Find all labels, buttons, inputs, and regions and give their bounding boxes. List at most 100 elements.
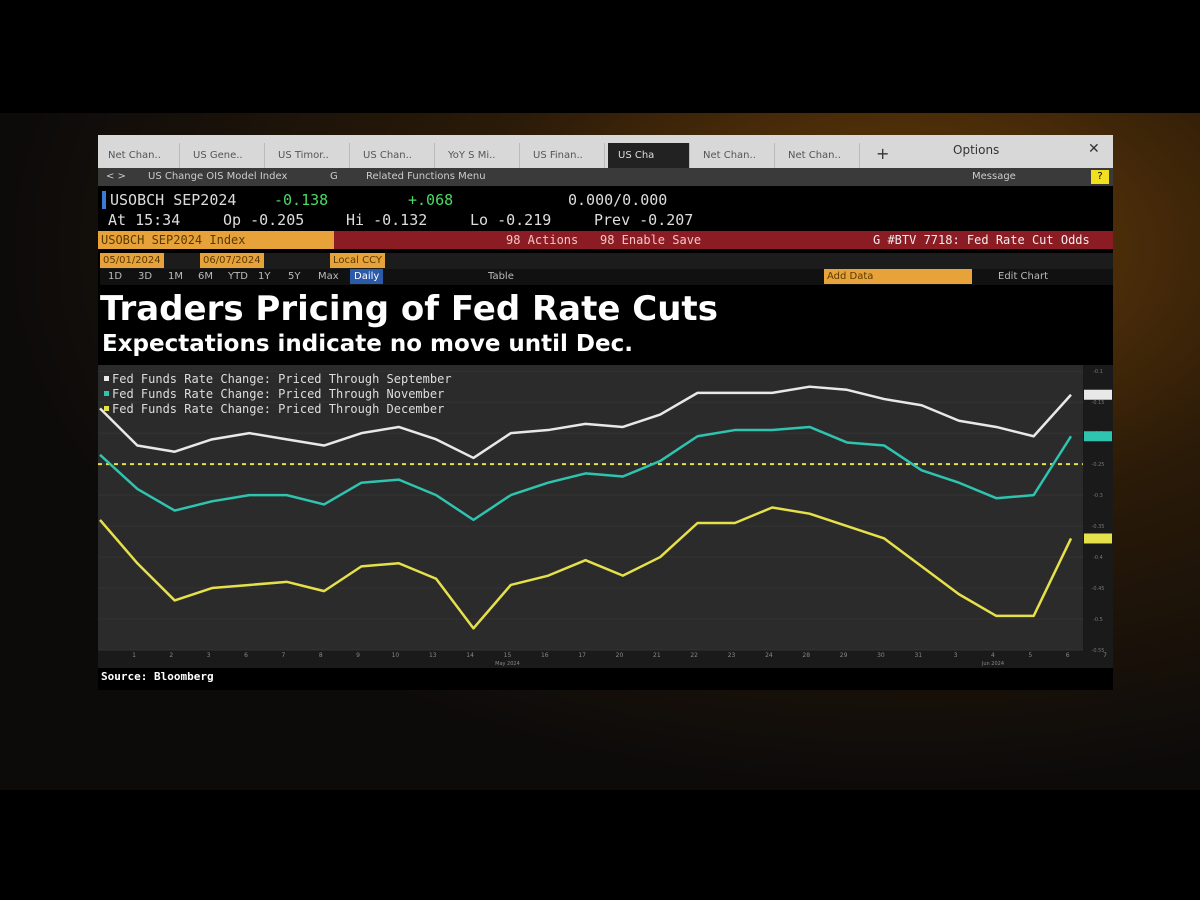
tab[interactable]: US Timor.. [268,143,350,168]
tab[interactable]: US Finan.. [523,143,605,168]
options[interactable]: Options [953,143,1000,157]
x-tick-label: 20 [616,652,624,659]
x-axis-label: May 2024 [495,661,520,667]
menu-item[interactable]: G [330,171,338,182]
range-button[interactable]: 1M [168,271,183,282]
range-bar: 1D 3D 1M 6M YTD 1Y 5Y Max Daily Table Add Data … [100,269,1113,285]
range-button[interactable]: Max [318,271,339,282]
period[interactable]: Daily [350,269,384,284]
x-axis-panel [98,650,1113,668]
enable-save[interactable]: 98 Enable Save [600,233,702,247]
x-tick-label: 1 [132,652,136,659]
tab[interactable]: Net Chan.. [693,143,775,168]
x-tick-label: 13 [429,652,437,659]
time: At 15:34 [108,211,181,229]
low: Lo -0.219 [470,211,552,229]
actions[interactable]: 98 Actions [506,233,579,247]
range-button[interactable]: 1Y [258,271,271,282]
y-tick-label: -0.4 [1093,555,1103,561]
legend-marker [104,376,109,381]
range-button[interactable]: YTD [228,271,248,282]
last-value-tag [1084,431,1112,442]
ticker: USOBCH SEP2024 [102,191,236,209]
tab[interactable]: Net Chan.. [98,143,180,168]
x-tick-label: 16 [541,652,549,659]
close[interactable]: ✕ [1088,141,1100,157]
y-tick-label: -0.25 [1092,462,1105,468]
range-button[interactable]: 5Y [288,271,301,282]
axis-panel [1083,365,1113,650]
x-tick-label: 3 [207,652,211,659]
prev: Prev -0.207 [594,211,694,229]
menu-item[interactable]: US Change OIS Model Index [148,171,288,182]
help[interactable]: ? [1091,170,1109,184]
message[interactable]: Message [972,171,1016,182]
tab[interactable]: YoY S Mi.. [438,143,520,168]
last-price: -0.138 [274,191,329,209]
menu-item[interactable]: Related Functions Menu [366,171,486,182]
plot-area [98,365,1083,650]
x-tick-label: 10 [392,652,400,659]
chart-subtitle: Expectations indicate no move until Dec. [102,331,633,357]
x-tick-label: 31 [914,652,922,659]
high: Hi -0.132 [346,211,428,229]
x-tick-label: 2 [169,652,173,659]
x-tick-label: 22 [690,652,698,659]
x-tick-label: 21 [653,652,661,659]
legend-marker [104,391,109,396]
menu-bar: < > US Change OIS Model Index G Related … [98,168,1113,186]
nav[interactable]: < > [106,171,126,182]
security-bar: USOBCH SEP2024 Index 98 Actions 98 Enabl… [98,231,1113,249]
legend-label: Fed Funds Rate Change: Priced Through De… [112,402,444,416]
x-tick-label: 23 [728,652,736,659]
chart: -0.1-0.15-0.2-0.25-0.3-0.35-0.4-0.45-0.5… [98,365,1113,668]
tab[interactable]: US Chan.. [353,143,435,168]
tab-bar: Net Chan.. US Gene.. US Timor.. US Chan.. Yo… [98,135,1113,168]
tab[interactable]: US Gene.. [183,143,265,168]
y-tick-label: -0.3 [1093,493,1103,499]
tab[interactable]: Net Chan.. [778,143,860,168]
x-tick-label: 7 [281,652,285,659]
legend-marker [104,406,109,411]
legend-label: Fed Funds Rate Change: Priced Through No… [112,387,444,401]
x-tick-label: 24 [765,652,773,659]
x-tick-label: 4 [991,652,995,659]
currency[interactable]: Local CCY [330,253,385,268]
y-tick-label: -0.15 [1092,400,1105,406]
range-button[interactable]: 3D [138,271,153,282]
range-button[interactable]: 1D [108,271,123,282]
x-axis-label: Jun 2024 [981,661,1004,667]
x-tick-label: 6 [244,652,248,659]
x-tick-label: 17 [578,652,586,659]
y-tick-label: -0.45 [1092,586,1105,592]
chart-title: Traders Pricing of Fed Rate Cuts [100,289,718,329]
terminal-window: Net Chan.. US Gene.. US Timor.. US Chan.. Yo… [98,135,1113,690]
end-date[interactable]: 06/07/2024 [200,253,264,268]
tab[interactable]: US Cha [608,143,690,168]
y-tick-label: -0.5 [1093,617,1103,623]
legend-label: Fed Funds Rate Change: Priced Through Se… [112,372,452,386]
x-tick-label: 7 [1103,652,1107,659]
x-tick-label: 30 [877,652,885,659]
x-tick-label: 29 [840,652,848,659]
range-button[interactable]: 6M [198,271,213,282]
start-date[interactable]: 05/01/2024 [100,253,164,268]
source: Source: Bloomberg [101,670,214,683]
y-tick-label: -0.1 [1093,369,1103,375]
date-bar: 05/01/2024 06/07/2024 Local CCY [100,253,1113,269]
new-tab[interactable]: + [876,144,890,163]
table[interactable]: Table [488,271,514,282]
change: +.068 [408,191,454,209]
x-tick-label: 8 [319,652,323,659]
x-tick-label: 14 [466,652,474,659]
edit-chart[interactable]: Edit Chart [998,271,1049,282]
y-tick-label: -0.55 [1092,648,1105,654]
x-tick-label: 9 [356,652,360,659]
y-tick-label: -0.35 [1092,524,1105,530]
add-data[interactable]: Add Data [824,269,972,284]
chart-name: G #BTV 7718: Fed Rate Cut Odds [873,233,1090,247]
x-tick-label: 3 [954,652,958,659]
security[interactable]: USOBCH SEP2024 Index [98,231,334,249]
series-line [99,425,1073,522]
